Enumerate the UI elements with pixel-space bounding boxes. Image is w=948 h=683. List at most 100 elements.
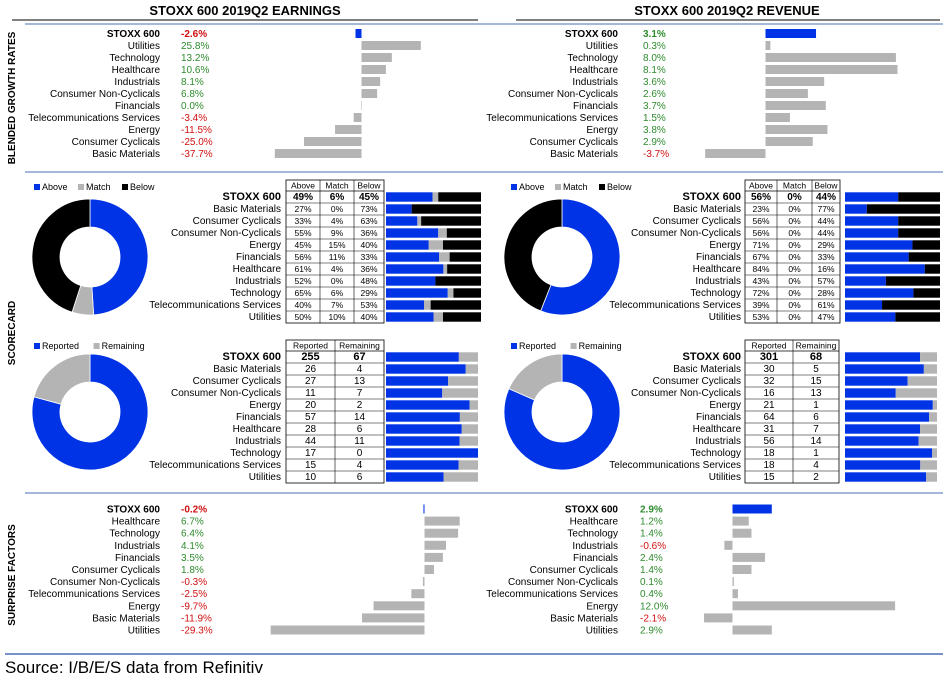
earnings-growth-value-label: 10.6% — [181, 65, 209, 76]
earnings-rr-category-label: Consumer Non-Cyclicals — [171, 388, 281, 399]
revenue-surprise-category-label: Industrials — [572, 541, 618, 552]
revenue-rr-stacked-bar-segment — [926, 472, 937, 482]
earnings-surprise-category-label: Healthcare — [112, 517, 161, 528]
earnings-surprise-bar — [362, 613, 425, 623]
earnings-rr-stacked-bar-segment — [448, 376, 478, 386]
earnings-abm-table-cell: 6% — [331, 288, 344, 298]
revenue-rr-table-cell: 18 — [763, 448, 775, 459]
earnings-abm-table-cell: 36% — [360, 228, 377, 238]
earnings-rr-stacked-bar-segment — [469, 400, 478, 410]
earnings-abm-stacked-bar-segment — [386, 240, 429, 250]
earnings-rr-stacked-bar-segment — [386, 472, 444, 482]
revenue-surprise-bar — [732, 516, 749, 526]
earnings-abm-table-cell: 9% — [331, 228, 344, 238]
revenue-rr-stacked-bar-segment — [845, 388, 896, 398]
earnings-abm-category-label: Technology — [230, 288, 281, 299]
earnings-abm-table-cell: 63% — [360, 216, 377, 226]
earnings-abm-stacked-bar-segment — [447, 288, 454, 298]
revenue-abm-table-header: Below — [814, 181, 838, 191]
revenue-growth-category-label: STOXX 600 — [565, 29, 619, 40]
earnings-abm-table-cell: 55% — [294, 228, 311, 238]
earnings-surprise-category-label: Consumer Non-Cyclicals — [50, 577, 160, 588]
revenue-abm-table-cell: 56% — [752, 216, 769, 226]
earnings-growth-bar — [361, 41, 421, 50]
earnings-abm-stacked-bar-segment — [443, 264, 448, 274]
revenue-rr-legend-swatch — [570, 343, 577, 349]
revenue-rr-donut-slice — [508, 353, 563, 401]
revenue-abm-stacked-bar-segment — [913, 288, 940, 298]
revenue-rr-stacked-bar-segment — [845, 448, 933, 458]
earnings-abm-category-label: Financials — [236, 252, 281, 263]
revenue-abm-table-cell: 29% — [817, 240, 834, 250]
earnings-surprise-bar — [423, 504, 425, 514]
earnings-abm-stacked-bar-segment — [424, 300, 431, 310]
revenue-growth-category-label: Consumer Non-Cyclicals — [508, 89, 618, 100]
revenue-abm-stacked-bar-segment — [845, 252, 909, 262]
revenue-rr-table-header: Reported — [752, 341, 787, 351]
earnings-growth-category-label: Healthcare — [112, 65, 161, 76]
earnings-rr-stacked-bar-segment — [386, 436, 460, 446]
earnings-growth-category-label: Industrials — [114, 77, 160, 88]
earnings-abm-table-cell: 50% — [294, 312, 311, 322]
earnings-rr-category-label: Telecommunications Services — [149, 460, 281, 471]
earnings-growth-bar — [361, 65, 386, 74]
earnings-abm-legend-label: Below — [130, 182, 155, 192]
earnings-growth-bar — [361, 77, 381, 86]
revenue-abm-table-header: Match — [783, 181, 806, 191]
earnings-surprise-value-label: -29.3% — [181, 626, 213, 637]
earnings-abm-category-label: Healthcare — [233, 264, 282, 275]
earnings-surprise-bar — [424, 552, 443, 562]
earnings-surprise-bar — [411, 589, 425, 599]
revenue-rr-table-cell: 5 — [813, 364, 819, 375]
revenue-rr-stacked-bar-segment — [845, 460, 921, 470]
revenue-abm-stacked-bar-segment — [924, 264, 940, 274]
revenue-rr-table-cell: 16 — [763, 388, 775, 399]
earnings-abm-category-label: Basic Materials — [213, 204, 281, 215]
earnings-rr-stacked-bar-segment — [458, 460, 478, 470]
revenue-rr-stacked-bar-segment — [845, 364, 924, 374]
revenue-surprise-bar — [732, 528, 752, 538]
section-label-scorecard: SCORECARD — [7, 301, 18, 365]
revenue-abm-table-cell: 84% — [752, 264, 769, 274]
revenue-abm-stacked-bar-segment — [912, 240, 940, 250]
revenue-abm-category-label: Financials — [696, 252, 741, 263]
earnings-growth-category-label: Financials — [115, 101, 160, 112]
revenue-surprise-category-label: Financials — [573, 553, 618, 564]
earnings-surprise-value-label: 6.7% — [181, 517, 204, 528]
revenue-abm-table-cell: 0% — [788, 264, 801, 274]
revenue-abm-table-cell: 39% — [752, 300, 769, 310]
earnings-abm-table-cell: 45% — [359, 192, 379, 203]
revenue-surprise-value-label: 1.4% — [640, 529, 663, 540]
earnings-abm-table-header: Below — [357, 181, 381, 191]
revenue-abm-category-label: Healthcare — [693, 264, 742, 275]
revenue-surprise-category-label: STOXX 600 — [565, 505, 619, 516]
revenue-surprise-value-label: 2.4% — [640, 553, 663, 564]
earnings-rr-stacked-bar-segment — [386, 364, 466, 374]
revenue-abm-stacked-bar-segment — [845, 240, 913, 250]
revenue-rr-category-label: Consumer Non-Cyclicals — [631, 388, 741, 399]
revenue-abm-table-cell: 0% — [788, 204, 801, 214]
earnings-rr-table-cell: 14 — [354, 412, 366, 423]
earnings-rr-category-label: Industrials — [235, 436, 281, 447]
revenue-growth-value-label: 3.6% — [643, 77, 666, 88]
earnings-abm-table-cell: 53% — [360, 300, 377, 310]
revenue-surprise-bar — [732, 601, 896, 611]
revenue-abm-stacked-bar-segment — [845, 216, 899, 226]
revenue-rr-category-label: Industrials — [695, 436, 741, 447]
earnings-growth-category-label: Technology — [109, 53, 160, 64]
revenue-rr-table-cell: 32 — [763, 376, 775, 387]
revenue-growth-bar — [705, 149, 766, 158]
revenue-abm-category-label: Utilities — [709, 312, 741, 323]
earnings-rr-stacked-bar-segment — [442, 388, 478, 398]
revenue-abm-legend-label: Below — [607, 182, 632, 192]
revenue-rr-stacked-bar-segment — [845, 436, 919, 446]
earnings-abm-stacked-bar-segment — [386, 300, 424, 310]
revenue-abm-stacked-bar-segment — [845, 276, 886, 286]
earnings-surprise-category-label: Technology — [109, 529, 160, 540]
revenue-growth-bar — [765, 77, 825, 86]
earnings-rr-stacked-bar-segment — [459, 412, 478, 422]
revenue-abm-table-cell: 72% — [752, 288, 769, 298]
earnings-abm-category-label: Utilities — [249, 312, 281, 323]
revenue-abm-stacked-bar-segment — [845, 204, 867, 214]
earnings-rr-table-cell: 67 — [353, 351, 365, 363]
